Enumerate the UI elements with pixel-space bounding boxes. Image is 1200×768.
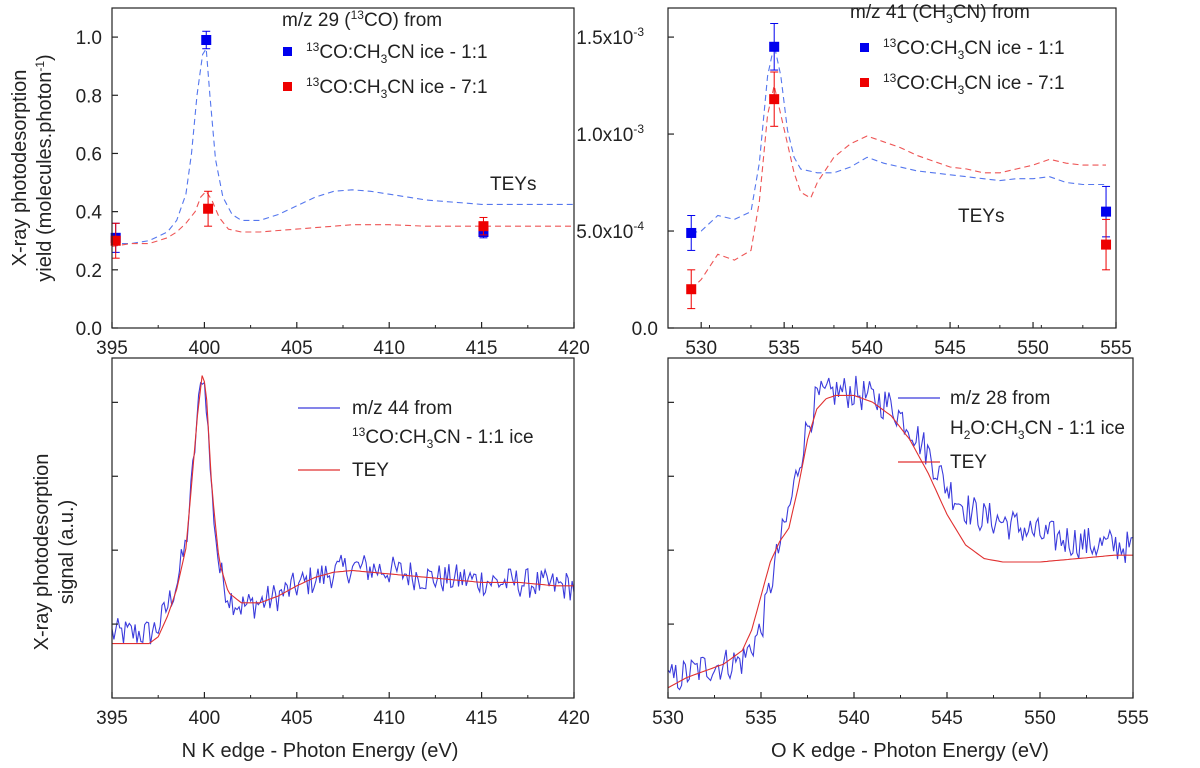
panel-b-plot-frame	[667, 7, 1117, 329]
panel-a-y-axis-title: X-ray photodesorption yield (molecules.p…	[9, 54, 56, 281]
panel-a-legend-label-7to1: 13CO:CH3CN ice - 7:1	[306, 75, 488, 101]
panel-a-series-1-point-1	[203, 203, 214, 214]
panel-b-tey-curve-0	[691, 44, 1106, 234]
panel-b-series-0-point-2	[1101, 206, 1112, 217]
panel-d-x-tick-label-1: 535	[745, 708, 777, 729]
panel-c-ticks: 395 400 405 410 415 420	[96, 401, 590, 729]
panel-b-x-tick-label-1: 535	[768, 338, 800, 359]
panel-a-x-tick-label-5: 420	[558, 338, 590, 359]
panel-a-marks	[110, 30, 574, 259]
panel-d-x-tick-label-3: 545	[931, 708, 963, 729]
panel-d-x-tick-label-4: 550	[1024, 708, 1056, 729]
panel-a-y-title-line1: X-ray photodesorption	[9, 70, 31, 267]
panel-b-legend-marker-red	[860, 78, 869, 87]
panel-b-series-0-point-1	[769, 41, 780, 52]
panel-b-ticks: 530 535 540 545 550 555 0.0 5.0x10-4 1.0x10-3 1.5…	[576, 25, 1132, 359]
panel-a-y-tick-label-1: 0.2	[76, 261, 102, 282]
panel-d-plot-frame	[667, 357, 1134, 699]
panel-c-legend-label-signal-line2: 13CO:CH3CN - 1:1 ice	[352, 425, 534, 451]
panel-b-x-tick-label-4: 550	[1017, 338, 1049, 359]
panel-a-legend-marker-red	[283, 82, 292, 91]
panel-c-marks	[111, 375, 575, 645]
panel-d-legend-label-signal-line2: H2O:CH3CN - 1:1 ice	[950, 418, 1125, 442]
panel-b-tey-curve-1	[690, 85, 1106, 290]
panel-b-series-1-point-1	[769, 94, 780, 105]
panel-a-tey-curve-0	[112, 46, 574, 245]
panel-a-series-1-point-2	[478, 221, 489, 232]
panel-d-x-tick-label-2: 540	[838, 708, 870, 729]
panel-c-y-axis-title: X-ray photodesorption signal (a.u.)	[31, 454, 78, 651]
panel-c-x-tick-label-5: 420	[558, 708, 590, 729]
panel-a-x-tick-label-4: 415	[466, 338, 498, 359]
panel-c-x-tick-label-1: 400	[189, 708, 221, 729]
panel-a-x-tick-label-2: 405	[281, 338, 313, 359]
panel-c-series-1-line	[112, 375, 574, 645]
panel-b-legend-marker-blue	[860, 43, 869, 52]
panel-a-y-tick-label-2: 0.4	[76, 203, 103, 224]
panel-d-x-tick-label-0: 530	[652, 708, 684, 729]
panel-a-legend-title: m/z 29 (13CO) from	[282, 8, 442, 31]
panel-c-y-title-line1: X-ray photodesorption	[31, 454, 53, 651]
panel-b-series-0-point-0	[686, 227, 697, 238]
panel-d-legend-label-signal: m/z 28 from	[950, 388, 1050, 409]
panel-a-ticks: 395 400 405 410 415 420 0.0 0.2 0.4 0.6 0.8 1.0	[76, 28, 590, 359]
panel-a-x-tick-label-1: 400	[189, 338, 221, 359]
panel-c-plot-frame	[111, 357, 575, 699]
panel-c-x-tick-label-0: 395	[96, 708, 128, 729]
panel-c-x-tick-label-3: 410	[373, 708, 405, 729]
panel-d-marks	[667, 375, 1134, 691]
panel-b-marks	[686, 23, 1112, 310]
panel-b-x-tick-label-5: 555	[1100, 338, 1132, 359]
panel-b-y-tick-label-0: 0.0	[632, 319, 658, 340]
panel-d-x-axis-title: O K edge - Photon Energy (eV)	[771, 740, 1049, 762]
panel-a-x-tick-label-3: 410	[373, 338, 405, 359]
panel-b-legend-title: m/z 41 (CH3CN) from	[850, 2, 1030, 26]
panel-a-y-tick-label-5: 1.0	[76, 28, 102, 49]
panel-a-annotation-teys: TEYs	[490, 174, 536, 195]
panel-a-y-title-line2: yield (molecules.photon-1)	[33, 54, 56, 281]
panel-a-series-1-point-0	[110, 235, 121, 246]
panel-d-x-tick-label-5: 555	[1117, 708, 1149, 729]
panel-d-signal-o-edge: 530 535 540 545 550 555 m/z 28 from H2O:CH3CN…	[652, 357, 1149, 762]
panel-c-x-axis-title: N K edge - Photon Energy (eV)	[182, 740, 459, 762]
panel-b-y-tick-label-3: 1.5x10-3	[576, 25, 644, 49]
panel-b-series-1-point-0	[686, 284, 697, 295]
panel-b-x-tick-label-0: 530	[685, 338, 717, 359]
panel-c-series-0-line	[111, 381, 575, 645]
panel-a-tey-curve-1	[111, 190, 574, 248]
panel-a-legend-label-1to1: 13CO:CH3CN ice - 1:1	[306, 40, 488, 66]
panel-c-y-title-line2: signal (a.u.)	[56, 500, 78, 605]
panel-c-legend-label-tey: TEY	[352, 460, 389, 481]
panel-a-y-tick-label-3: 0.6	[76, 144, 102, 165]
panel-a-y-tick-label-0: 0.0	[76, 319, 102, 340]
panel-b-x-tick-label-3: 545	[934, 338, 966, 359]
panel-a-x-tick-label-0: 395	[96, 338, 128, 359]
panel-a-legend-marker-blue	[283, 47, 292, 56]
panel-b-legend-label-7to1: 13CO:CH3CN ice - 7:1	[883, 71, 1065, 97]
panel-a-y-tick-label-4: 0.8	[76, 86, 102, 107]
panel-d-series-1-line	[667, 394, 1133, 689]
panel-b-series-1-point-2	[1101, 239, 1112, 250]
panel-d-ticks: 530 535 540 545 550 555	[652, 401, 1149, 729]
panel-b-annotation-teys: TEYs	[958, 206, 1004, 227]
panel-c-x-tick-label-4: 415	[466, 708, 498, 729]
panel-b-y-tick-label-1: 5.0x10-4	[576, 219, 644, 243]
panel-b-ch3cn-yield-o-edge: 530 535 540 545 550 555 0.0 5.0x10-4 1.0x10-3 1.5…	[576, 2, 1132, 359]
panel-d-series-0-line	[667, 375, 1134, 691]
panel-c-x-tick-label-2: 405	[281, 708, 313, 729]
panel-b-x-tick-label-2: 540	[851, 338, 883, 359]
panel-c-signal-n-edge: 395 400 405 410 415 420 m/z 44 from 13CO:CH3C…	[31, 357, 590, 762]
panel-c-legend-label-signal: m/z 44 from	[352, 398, 452, 419]
panel-b-y-tick-label-2: 1.0x10-3	[576, 122, 644, 146]
panel-a-co-yield-n-edge: 395 400 405 410 415 420 0.0 0.2 0.4 0.6 0.8 1.0 m/z…	[9, 7, 590, 359]
panel-b-legend-label-1to1: 13CO:CH3CN ice - 1:1	[883, 36, 1065, 62]
panel-a-series-0-point-1	[201, 35, 212, 45]
panel-d-legend-label-tey: TEY	[950, 452, 987, 473]
